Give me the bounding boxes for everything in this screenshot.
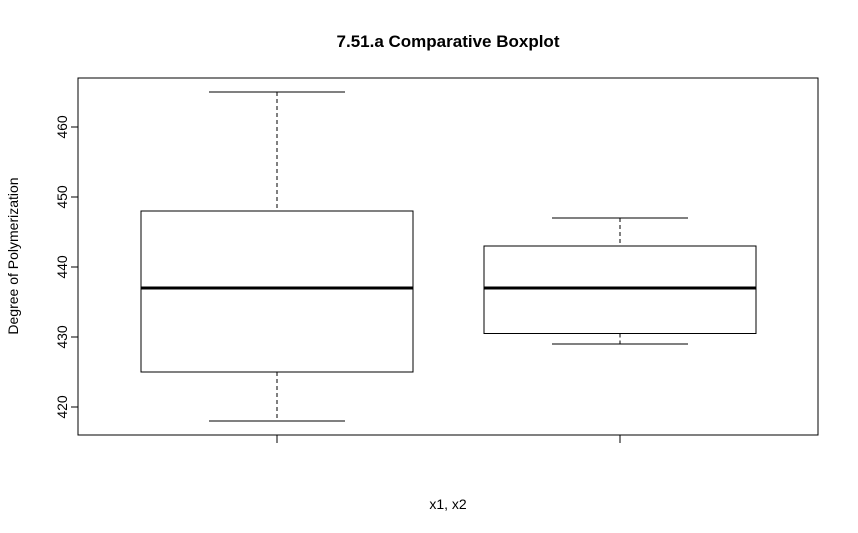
y-axis-label: Degree of Polymerization <box>5 177 21 334</box>
x-axis <box>276 435 621 443</box>
box-1 <box>140 91 414 422</box>
x-axis-label: x1, x2 <box>429 496 467 512</box>
y-tick-label-1: 430 <box>54 325 70 349</box>
iqr-box-1 <box>140 210 414 373</box>
y-tick-label-2: 440 <box>54 255 70 279</box>
box-group <box>140 91 757 422</box>
chart-title: 7.51.a Comparative Boxplot <box>337 32 560 51</box>
y-tick-label-4: 460 <box>54 115 70 139</box>
y-tick-label-3: 450 <box>54 185 70 209</box>
y-axis: 420 430 440 450 460 <box>54 115 79 419</box>
y-tick-label-0: 420 <box>54 395 70 419</box>
iqr-box-2 <box>483 245 757 334</box>
box-2 <box>483 217 757 345</box>
